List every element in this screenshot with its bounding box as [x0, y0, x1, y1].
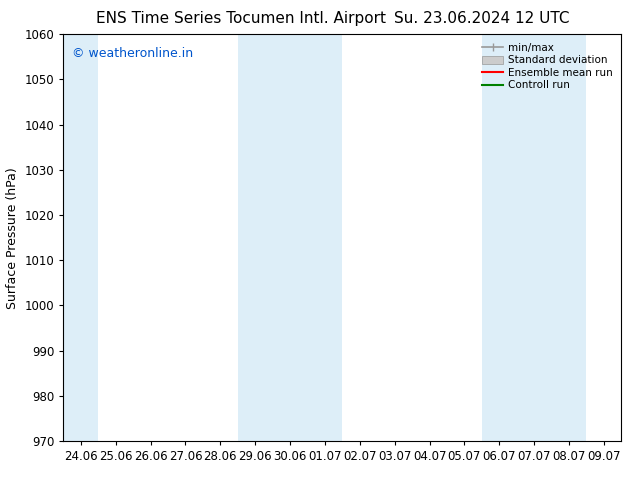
Bar [482, 34, 586, 441]
Y-axis label: Surface Pressure (hPa): Surface Pressure (hPa) [6, 167, 19, 309]
Text: ENS Time Series Tocumen Intl. Airport: ENS Time Series Tocumen Intl. Airport [96, 11, 386, 26]
Legend: min/max, Standard deviation, Ensemble mean run, Controll run: min/max, Standard deviation, Ensemble me… [479, 40, 616, 94]
Text: © weatheronline.in: © weatheronline.in [72, 47, 193, 59]
Bar [238, 34, 342, 441]
Bar [63, 34, 98, 441]
Text: Su. 23.06.2024 12 UTC: Su. 23.06.2024 12 UTC [394, 11, 569, 26]
